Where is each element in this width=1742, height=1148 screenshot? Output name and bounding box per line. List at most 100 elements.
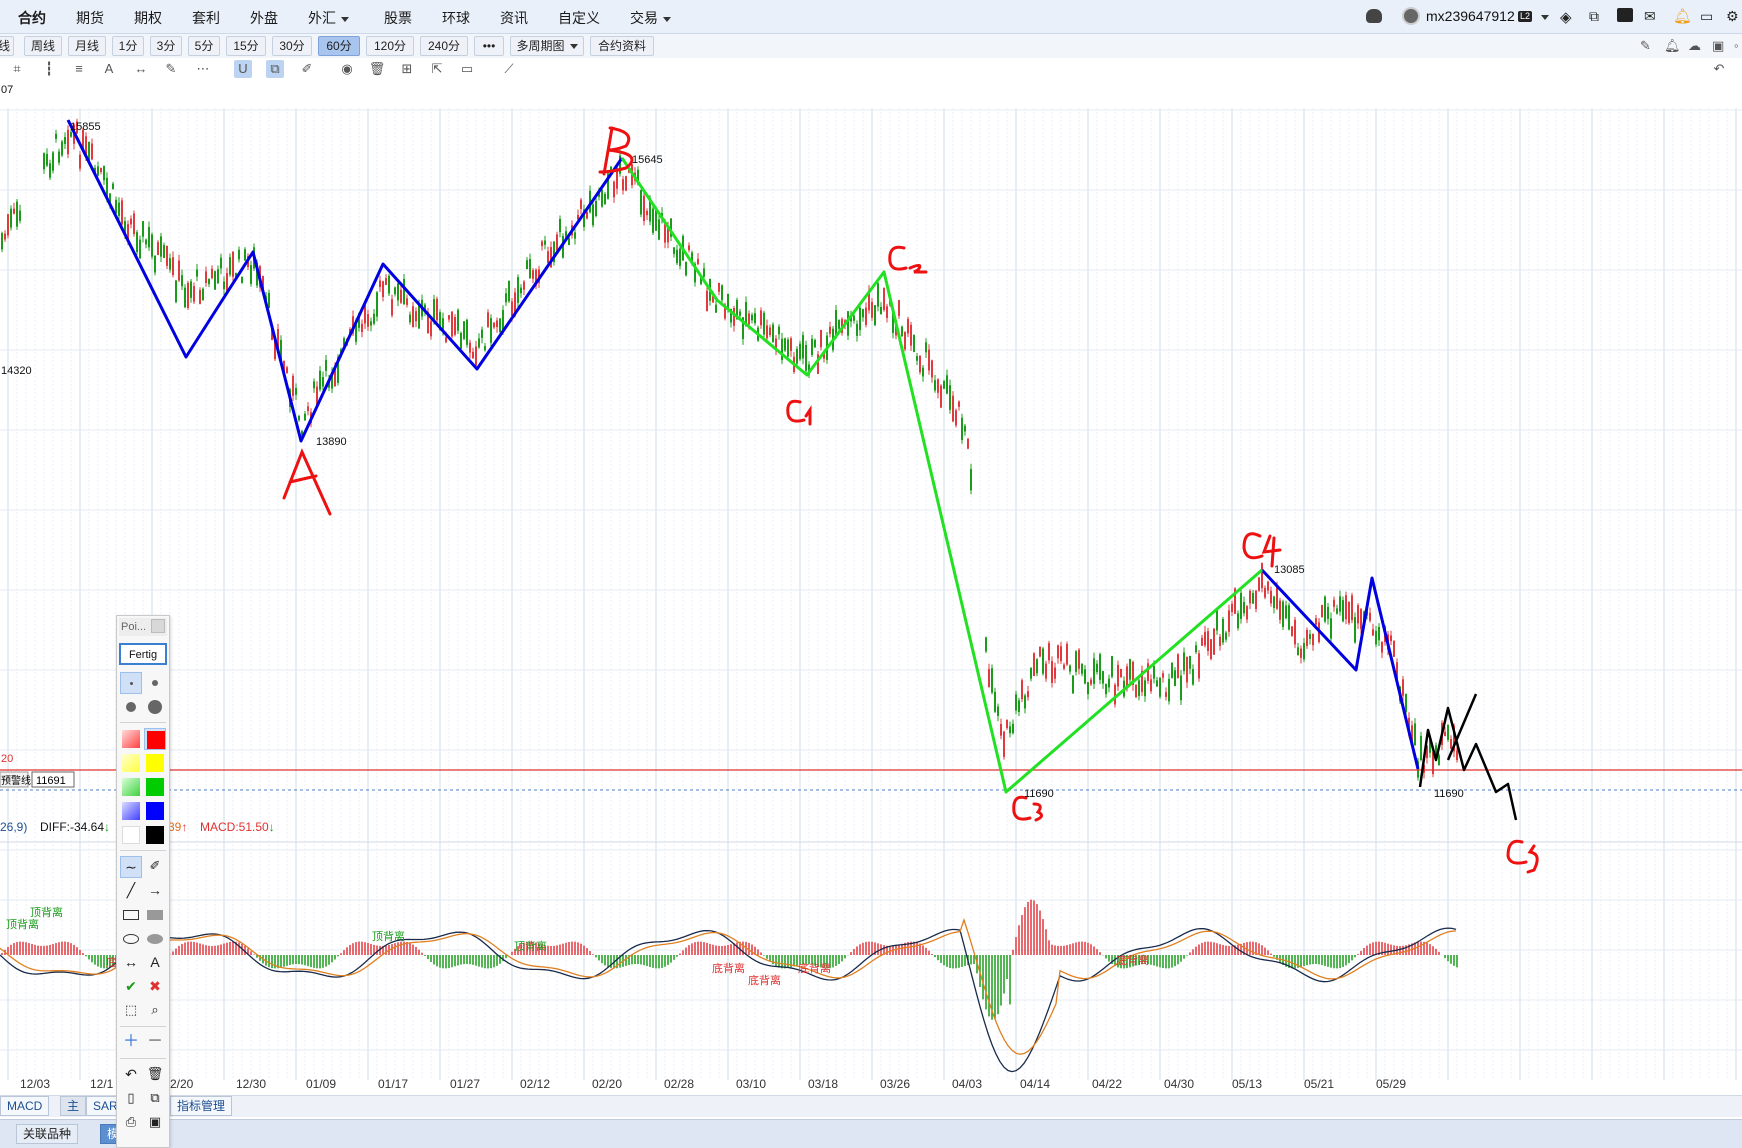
color-swatch-white[interactable]	[120, 824, 142, 846]
black-forecast-stroke[interactable]	[1446, 693, 1478, 761]
save-icon[interactable]: ▣	[148, 1114, 162, 1129]
color-swatch-light-red[interactable]	[120, 728, 142, 750]
color-swatch-black[interactable]	[144, 824, 166, 846]
nav-item-news[interactable]: 资讯	[500, 10, 528, 26]
dot-size-small-icon[interactable]	[120, 672, 142, 694]
new-file-icon[interactable]: ▯	[127, 1090, 135, 1105]
period-button-5m[interactable]: 5分	[188, 36, 220, 56]
freehand-tool-icon[interactable]: ∼	[120, 856, 142, 878]
rectangle-tool-icon[interactable]	[120, 904, 142, 926]
color-swatch-light-blue[interactable]	[120, 800, 142, 822]
confirm-icon[interactable]: ✔	[125, 978, 137, 994]
copy-icon[interactable]: ⧉	[150, 1090, 160, 1105]
blue-wave-line-right[interactable]	[1260, 568, 1420, 770]
username[interactable]: mx239647912	[1426, 8, 1515, 24]
cancel-icon[interactable]: ✖	[149, 978, 161, 994]
nav-item-contract[interactable]: 合约	[18, 10, 46, 36]
color-swatch-light-green[interactable]	[120, 776, 142, 798]
undo-icon[interactable]: ↶	[1713, 61, 1725, 76]
monitor-icon[interactable]: ▭	[1700, 8, 1714, 24]
period-button-240m[interactable]: 240分	[420, 36, 468, 56]
text-tool-icon[interactable]: A	[104, 61, 114, 76]
period-button-120m[interactable]: 120分	[366, 36, 414, 56]
warning-line-tag[interactable]: 预警线 11691	[0, 771, 75, 788]
print-icon[interactable]: ⎙	[125, 1114, 137, 1129]
drawing-palette[interactable]: Poi... Fertig ∼ ✐ ╱ → ↔ A ✔ ✖ ⬚ ⌕ ＋ － ↶ …	[116, 615, 170, 1148]
contract-info-button[interactable]: 合约资料	[590, 36, 654, 56]
eye-icon[interactable]: ◉	[341, 61, 353, 76]
more-periods-button[interactable]: •••	[474, 36, 504, 56]
blue-wave-line[interactable]	[66, 119, 624, 443]
dot-size-xlarge-icon[interactable]	[144, 696, 166, 718]
tab-related-products[interactable]: 关联品种	[16, 1124, 79, 1144]
text-tool-icon[interactable]: A	[150, 954, 160, 970]
select-area-icon[interactable]: ⬚	[124, 1002, 138, 1017]
indicator-tab-sar[interactable]: SAR	[86, 1096, 125, 1116]
calendar-icon[interactable]	[1617, 8, 1633, 22]
nav-item-stocks[interactable]: 股票	[384, 10, 412, 26]
indicator-tab-main[interactable]: 主	[60, 1096, 87, 1116]
indicator-tab-macd[interactable]: MACD	[0, 1096, 50, 1116]
color-swatch-yellow[interactable]	[144, 752, 166, 774]
mail-icon[interactable]: ✉	[1644, 8, 1656, 24]
period-button-15m[interactable]: 15分	[226, 36, 266, 56]
nav-item-arbitrage[interactable]: 套利	[192, 10, 220, 26]
nav-item-trade[interactable]: 交易	[630, 8, 671, 28]
palette-close-icon[interactable]	[151, 619, 165, 633]
nav-item-forex[interactable]: 外汇	[308, 8, 349, 28]
period-button-3m[interactable]: 3分	[150, 36, 182, 56]
arrow-tool-icon[interactable]: →	[148, 882, 162, 898]
multi-period-button[interactable]: 多周期图	[510, 36, 584, 56]
ellipse-tool-icon[interactable]	[120, 928, 142, 950]
export-icon[interactable]: ⇱	[431, 61, 443, 76]
cloud-icon[interactable]: ☁	[1688, 38, 1701, 53]
period-button-1m[interactable]: 1分	[112, 36, 144, 56]
crop-icon[interactable]: ⌗	[13, 61, 21, 76]
layers-icon[interactable]: ◈	[1560, 9, 1572, 26]
color-swatch-blue[interactable]	[144, 800, 166, 822]
grid-icon[interactable]: ⊞	[401, 61, 413, 76]
chevron-down-icon[interactable]	[1541, 15, 1549, 20]
measure-icon[interactable]: ↔	[134, 61, 148, 76]
trash-icon[interactable]: 🗑︎	[368, 61, 386, 76]
trash-icon[interactable]: 🗑︎	[146, 1066, 164, 1081]
edit-icon[interactable]: ✎	[1640, 38, 1651, 53]
camera-icon[interactable]: ▣	[1712, 38, 1725, 53]
green-wave-line[interactable]	[620, 157, 1263, 794]
filled-rectangle-tool-icon[interactable]	[144, 904, 166, 926]
align-icon[interactable]: ≡	[75, 61, 83, 76]
kline-chart-area[interactable]: 15855 13890 15645 11690 13085 11690 1432…	[0, 80, 1742, 1092]
more-icon[interactable]: ◦	[1734, 38, 1739, 53]
nav-item-options[interactable]: 期权	[134, 10, 162, 26]
nav-item-global[interactable]: 环球	[442, 10, 470, 26]
pen-icon[interactable]: ✎	[165, 61, 177, 76]
eraser-icon[interactable]: ✐	[301, 61, 313, 76]
ellipsis-icon[interactable]: ⋯	[196, 61, 210, 76]
period-button-month[interactable]: 月线	[68, 36, 106, 56]
candlestick-icon[interactable]: ┇	[45, 61, 53, 76]
avatar[interactable]	[1402, 7, 1420, 25]
dot-size-medium-icon[interactable]	[144, 672, 166, 694]
alert-bell-icon[interactable]: 🔔︎	[1664, 38, 1681, 53]
plus-icon[interactable]: ＋	[122, 1033, 139, 1050]
dot-size-large-icon[interactable]	[120, 696, 142, 718]
period-button-30m[interactable]: 30分	[272, 36, 312, 56]
magnet-icon[interactable]: U	[234, 60, 252, 78]
robot-icon[interactable]	[1366, 9, 1382, 23]
filled-ellipse-tool-icon[interactable]	[144, 928, 166, 950]
zoom-icon[interactable]: ⌕	[151, 1002, 159, 1017]
ruler-icon[interactable]: ⟋	[504, 61, 514, 76]
undo-icon[interactable]: ↶	[125, 1066, 137, 1082]
nav-item-futures[interactable]: 期货	[76, 10, 104, 26]
period-button-60m[interactable]: 60分	[318, 36, 360, 56]
minus-icon[interactable]: －	[146, 1033, 163, 1050]
color-swatch-red[interactable]	[144, 728, 166, 750]
settings-icon[interactable]: ⚙	[1726, 8, 1739, 24]
black-forecast-line[interactable]	[1418, 706, 1518, 821]
nav-item-custom[interactable]: 自定义	[558, 10, 600, 26]
overlay-icon[interactable]: ⧉	[266, 60, 284, 78]
line-tool-icon[interactable]: ╱	[126, 882, 136, 898]
nav-item-foreign-market[interactable]: 外盘	[250, 10, 278, 26]
indicator-manage-button[interactable]: 指标管理	[170, 1096, 233, 1116]
period-button-week[interactable]: 周线	[24, 36, 62, 56]
